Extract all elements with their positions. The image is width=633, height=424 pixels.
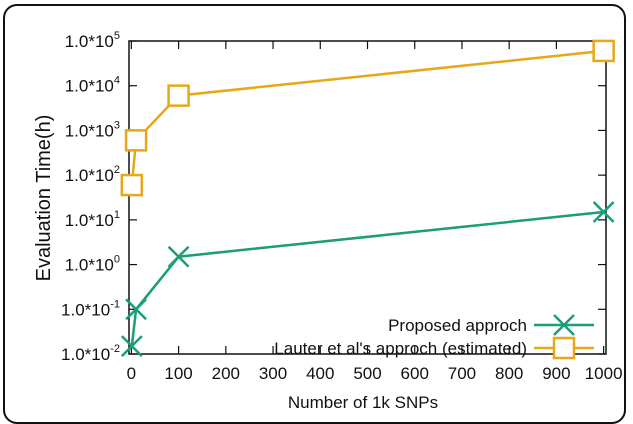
y-tick-exponent: 5 <box>114 30 120 42</box>
x-marker <box>553 314 575 336</box>
y-tick-label: 1.0*100 <box>65 254 120 275</box>
x-tick-label: 500 <box>353 364 381 383</box>
x-tick-label: 900 <box>542 364 570 383</box>
x-marker <box>120 335 143 358</box>
x-marker <box>592 201 615 223</box>
y-tick-exponent: -2 <box>110 343 120 355</box>
y-tick-exponent: 1 <box>114 209 120 221</box>
x-axis-title: Number of 1k SNPs <box>288 393 438 412</box>
x-tick-label: 200 <box>212 364 240 383</box>
y-tick-label: 1.0*103 <box>65 119 120 140</box>
y-tick-base: 1.0*10 <box>65 32 114 51</box>
square-marker <box>120 173 144 197</box>
x-axis-ticks: 0 100 200 300 400 500 600 700 800 900 1000 <box>127 41 623 383</box>
square-marker <box>124 129 148 152</box>
y-tick-base: 1.0*10 <box>65 77 114 96</box>
series-group <box>120 39 615 358</box>
y-tick-base: 1.0*10 <box>65 211 114 230</box>
y-tick-label: 1.0*10-2 <box>61 343 120 364</box>
y-tick-base: 1.0*10 <box>61 300 110 319</box>
evaluation-time-chart: 1.0*10-21.0*10-11.0*1001.0*1011.0*1021.0… <box>33 30 623 412</box>
y-axis-title: Evaluation Time(h) <box>33 115 55 282</box>
y-tick-label: 1.0*105 <box>65 30 120 51</box>
x-marker-stroke <box>120 335 143 358</box>
y-tick-exponent: 0 <box>114 254 120 266</box>
square-marker <box>552 336 576 360</box>
x-tick-label: 100 <box>164 364 192 383</box>
plot-area <box>128 40 607 355</box>
x-marker-stroke <box>125 298 147 321</box>
y-tick-label: 1.0*104 <box>65 75 120 96</box>
legend-label: Lauter et al's approch (estimated) <box>274 339 527 358</box>
y-tick-base: 1.0*10 <box>61 345 110 364</box>
x-marker-stroke <box>553 314 575 336</box>
legend: Proposed approch Lauter et al's approch (… <box>274 314 594 360</box>
legend-label: Proposed approch <box>388 316 527 335</box>
x-tick-label: 0 <box>127 364 136 383</box>
y-tick-base: 1.0*10 <box>65 166 114 185</box>
x-tick-label: 400 <box>306 364 334 383</box>
square-marker <box>592 39 615 63</box>
x-marker-stroke <box>592 201 615 223</box>
y-tick-exponent: 3 <box>114 119 120 131</box>
x-tick-label: 1000 <box>585 364 623 383</box>
y-tick-label: 1.0*102 <box>65 164 120 185</box>
y-tick-exponent: 2 <box>114 164 120 176</box>
square-marker <box>167 84 190 107</box>
x-marker <box>125 298 147 321</box>
y-tick-exponent: 4 <box>114 75 120 87</box>
x-tick-label: 300 <box>259 364 287 383</box>
y-tick-label: 1.0*101 <box>65 209 120 230</box>
y-axis-ticks: 1.0*10-21.0*10-11.0*1001.0*1011.0*1021.0… <box>61 30 606 364</box>
y-tick-label: 1.0*10-1 <box>61 298 120 319</box>
x-tick-label: 600 <box>401 364 429 383</box>
x-marker <box>167 245 190 268</box>
y-tick-base: 1.0*10 <box>65 256 114 275</box>
x-marker-stroke <box>167 245 190 268</box>
y-tick-base: 1.0*10 <box>65 121 114 140</box>
x-tick-label: 700 <box>448 364 476 383</box>
series-line-1 <box>130 210 604 347</box>
y-tick-exponent: -1 <box>110 298 120 310</box>
x-tick-label: 800 <box>495 364 523 383</box>
series-line-2 <box>130 49 604 186</box>
